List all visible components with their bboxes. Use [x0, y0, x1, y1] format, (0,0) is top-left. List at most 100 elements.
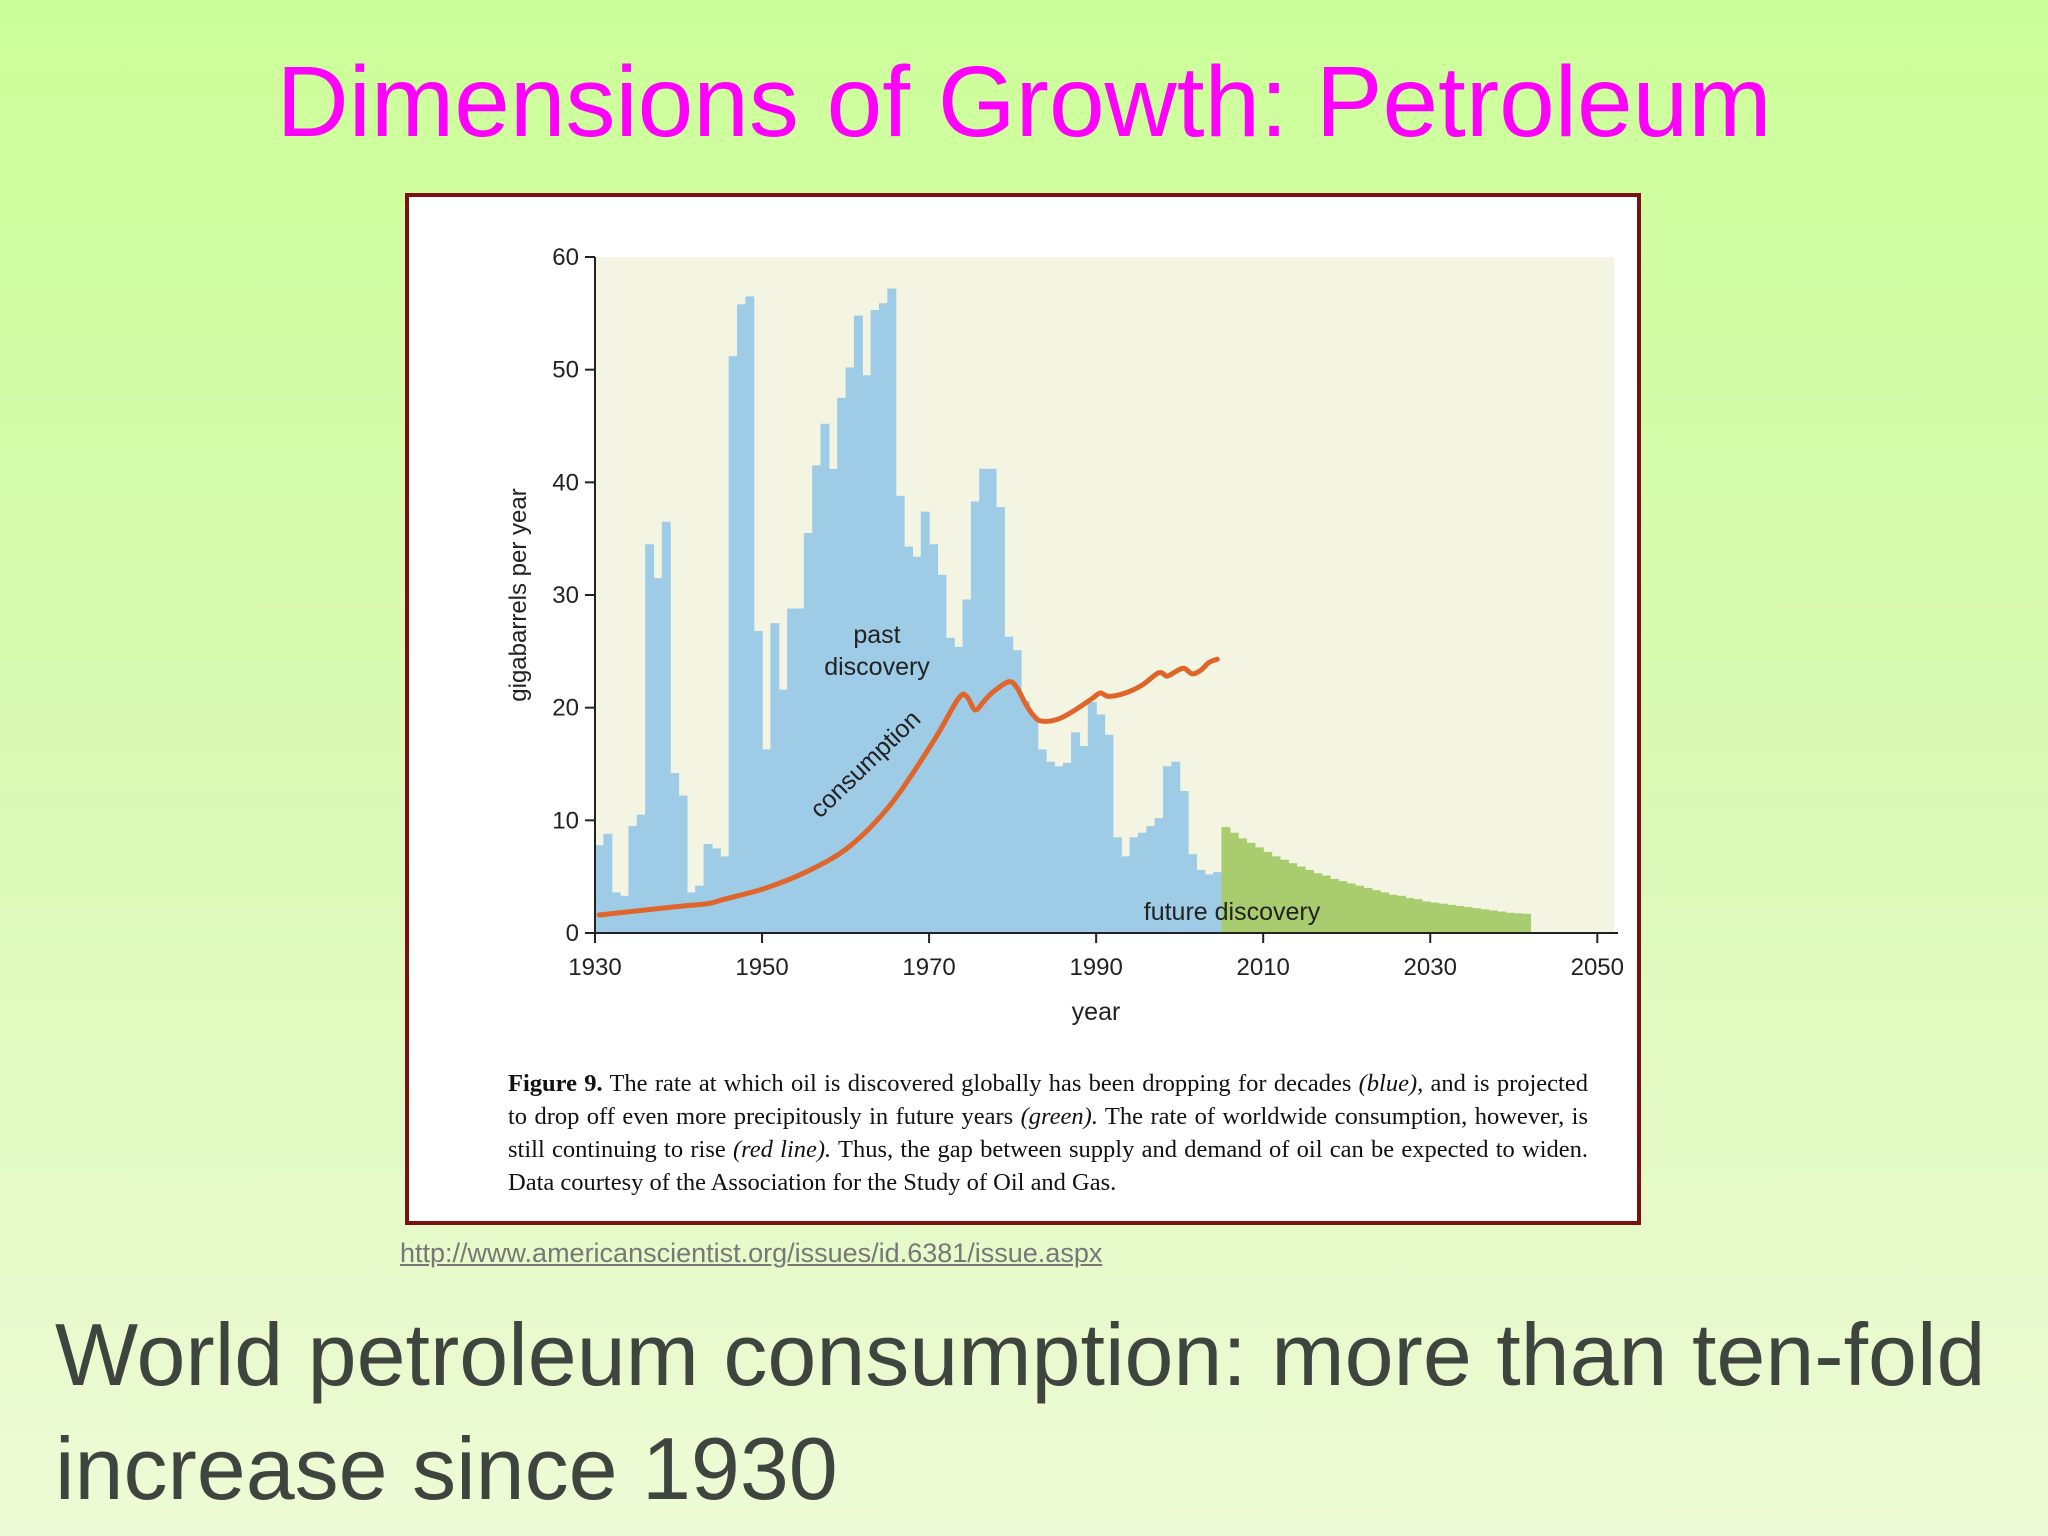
future-discovery-bar — [1296, 866, 1306, 933]
x-tick-label: 2050 — [1571, 954, 1624, 981]
future-discovery-bar — [1388, 894, 1398, 933]
past-discovery-bar — [995, 507, 1005, 933]
future-discovery-bar — [1421, 901, 1431, 933]
caption-text-1: The rate at which oil is discovered glob… — [602, 1070, 1359, 1097]
chart-axes — [585, 256, 1618, 943]
y-tick-label: 10 — [552, 807, 579, 834]
future-discovery-bar — [1271, 856, 1281, 933]
past-discovery-bar — [1179, 791, 1189, 933]
past-discovery-bar — [1079, 745, 1089, 933]
past-discovery-bar — [1162, 766, 1172, 933]
past-discovery-bar — [1037, 749, 1047, 933]
slide-body-text: World petroleum consumption: more than t… — [55, 1305, 1986, 1518]
past-discovery-bar — [636, 814, 646, 933]
past-discovery-bar — [1020, 700, 1030, 933]
past-discovery-bar — [912, 556, 922, 933]
past-discovery-bar — [1087, 702, 1097, 933]
future-discovery-bar — [1363, 887, 1373, 933]
future-discovery-label: future discovery — [1144, 898, 1321, 926]
past-discovery-bar — [820, 423, 830, 933]
past-discovery-bar — [762, 749, 772, 933]
slide-title: Dimensions of Growth: Petroleum — [276, 46, 1772, 158]
caption-text-2: and is projected to drop off even more p… — [508, 1070, 1588, 1130]
past-discovery-bar — [736, 304, 746, 933]
past-discovery-bar — [645, 544, 655, 933]
y-axis-label: gigabarrels per year — [505, 488, 532, 701]
past-discovery-bar — [887, 288, 897, 934]
future-discovery-bar — [1463, 907, 1473, 933]
future-discovery-bar — [1405, 898, 1415, 933]
past-discovery-bar — [795, 608, 805, 933]
past-discovery-bar — [853, 315, 863, 933]
past-discovery-bar — [945, 637, 955, 933]
past-discovery-bar — [904, 546, 913, 933]
past-discovery-bar — [1112, 837, 1122, 933]
past-discovery-bar — [1129, 837, 1139, 933]
future-discovery-bar — [1238, 838, 1248, 933]
past-discovery-bar — [1154, 818, 1164, 933]
future-discovery-bar — [1488, 910, 1498, 933]
y-tick-label: 60 — [552, 244, 579, 271]
y-tick-label: 40 — [552, 469, 579, 496]
future-discovery-bar — [1254, 847, 1264, 933]
past-discovery-bar — [628, 825, 638, 933]
past-discovery-bar — [878, 303, 888, 933]
past-discovery-bar — [720, 856, 730, 933]
past-discovery-bar — [1046, 761, 1055, 933]
past-discovery-bar — [745, 296, 755, 933]
x-tick-labels: 1930 1950 1970 1990 2010 2030 2050 — [568, 954, 1624, 981]
past-discovery-bar — [920, 511, 930, 933]
past-discovery-bar — [970, 501, 980, 933]
y-tick-label: 20 — [552, 695, 579, 722]
past-discovery-bar — [1204, 874, 1214, 933]
x-tick-label: 1970 — [902, 954, 955, 981]
future-discovery-bar — [1413, 899, 1423, 933]
x-tick-label: 1950 — [735, 954, 788, 981]
caption-text-4: Thus, the gap between supply and demand … — [508, 1136, 1589, 1196]
future-discovery-bar — [1313, 873, 1323, 933]
x-tick-label: 1930 — [568, 954, 621, 981]
past-discovery-bar — [1062, 762, 1072, 933]
past-discovery-bar — [1146, 825, 1156, 933]
past-discovery-bar — [828, 468, 838, 933]
future-discovery-bar — [1380, 892, 1390, 933]
past-discovery-bar — [1096, 714, 1106, 933]
past-discovery-bar — [770, 623, 780, 933]
future-discovery-bar — [1246, 842, 1256, 933]
future-discovery-bar — [1446, 904, 1456, 933]
future-discovery-bar — [1355, 885, 1365, 933]
past-discovery-bar — [937, 574, 947, 933]
future-discovery-bar — [1288, 863, 1298, 933]
future-discovery-bar — [1472, 908, 1481, 933]
past-discovery-bar — [703, 843, 713, 933]
past-discovery-bar — [778, 689, 788, 933]
past-discovery-bar — [837, 397, 847, 933]
past-discovery-bars — [595, 288, 1223, 934]
past-discovery-bar — [1029, 715, 1039, 933]
y-tick-label: 30 — [552, 582, 579, 609]
future-discovery-bar — [1338, 881, 1348, 933]
past-discovery-bar — [686, 892, 696, 933]
past-discovery-bar — [1104, 734, 1114, 933]
past-discovery-bar — [653, 578, 663, 933]
caption-red-note: (red line). — [732, 1136, 832, 1163]
past-discovery-bar — [1137, 832, 1147, 933]
x-tick-label: 2030 — [1404, 954, 1457, 981]
future-discovery-bar — [1513, 913, 1523, 933]
past-discovery-bar — [1188, 854, 1197, 933]
future-discovery-bar — [1330, 878, 1339, 933]
past-discovery-bar — [845, 367, 855, 933]
future-discovery-bar — [1430, 902, 1440, 933]
future-discovery-bar — [1522, 913, 1532, 933]
source-link[interactable]: http://www.americanscientist.org/issues/… — [400, 1238, 1103, 1268]
past-discovery-bar — [787, 608, 797, 933]
past-discovery-bar — [1054, 766, 1064, 933]
figure-caption: Figure 9. The rate at which oil is disco… — [508, 1067, 1588, 1199]
future-discovery-bar — [1497, 911, 1507, 933]
future-discovery-bar — [1304, 869, 1314, 933]
past-discovery-bar — [862, 375, 872, 933]
past-discovery-label-line: discovery — [824, 653, 930, 681]
past-discovery-bar — [753, 631, 763, 933]
x-tick-label: 1990 — [1069, 954, 1122, 981]
past-discovery-bar — [1213, 872, 1223, 933]
